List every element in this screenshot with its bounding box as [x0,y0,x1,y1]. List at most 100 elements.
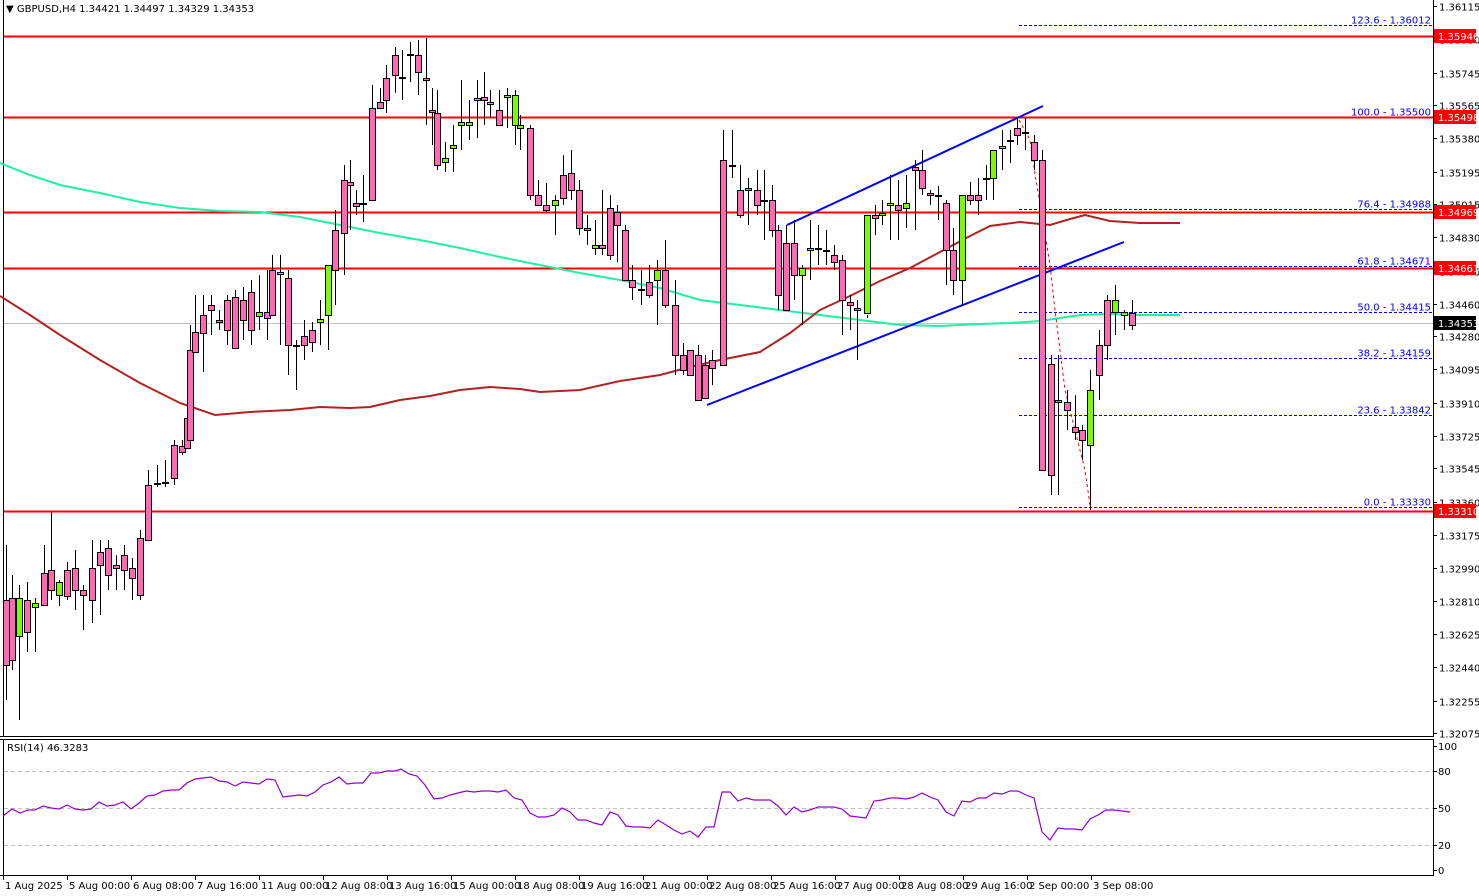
bear-candle-body [429,110,436,113]
candle [80,585,87,630]
bull-candle-body [16,598,23,637]
bull-candle-body [360,203,367,205]
candle [423,38,430,125]
bear-candle-body [80,590,87,596]
candle [799,265,806,325]
fibonacci-retracement[interactable]: 123.6 - 1.36012 100.0 - 1.35500 76.4 - 1.3… [1019,16,1433,509]
main-chart-frame [0,0,1434,737]
candle [783,225,790,311]
bear-candle-body [1096,345,1103,376]
fib-level-label: 23.6 - 1.33842 [1357,406,1431,417]
candle [959,195,966,305]
level-price-tag [1434,205,1476,219]
bull-candle-body [1087,390,1094,446]
fib-level-label: 50.0 - 1.34415 [1357,303,1431,314]
candle [353,190,360,215]
candle [145,470,152,541]
time-tick-label: 3 Sep 08:00 [1093,881,1153,892]
current-price-tag [1434,316,1476,330]
bear-candle-body [72,568,79,591]
candle [48,512,55,600]
bear-candle-body [1129,313,1136,326]
candle [1014,118,1021,145]
time-tick-label: 28 Aug 08:00 [901,881,968,892]
candle [162,460,169,487]
candle [943,200,950,285]
bear-candle-body [179,446,186,453]
candle [614,205,621,262]
price-tick-label: 1.35380 [1439,135,1479,146]
rsi-axis: 100 80 50 20 0 [1433,742,1457,877]
bull-candle-body [325,265,332,316]
rsi-series [2,768,1131,841]
bear-candle-body [105,548,112,576]
bear-candle-body [240,300,247,321]
candle [702,355,709,399]
bear-candle-body [761,200,768,202]
bear-candle-body [269,270,276,316]
candle [504,88,511,128]
candle [1072,395,1079,440]
bear-candle-body [121,555,128,571]
dropdown-triangle-icon[interactable]: ▼ [6,4,14,15]
bear-candle-body [1031,142,1038,161]
price-tick-label: 1.33545 [1439,465,1479,476]
bull-candle-body [638,289,645,291]
bear-candle-body [154,483,161,485]
candle [187,325,194,441]
price-tick-label: 1.34095 [1439,366,1479,377]
bear-candle-body [791,243,798,276]
fib-level-label: 61.8 - 1.34671 [1357,257,1431,268]
bear-candle-body [200,315,207,334]
candle [919,150,926,195]
bull-candle-body [879,213,886,216]
bull-candle-body [1112,300,1119,313]
bear-candle-body [560,175,567,199]
candle [775,225,782,310]
ascending-channel[interactable] [706,105,1125,406]
candle [823,230,830,265]
candle [3,545,10,700]
fib-level-label: 100.0 - 1.35500 [1351,108,1431,119]
bear-candle-body [935,195,942,197]
bear-candle-body [1039,160,1046,471]
candle [1055,355,1062,495]
candle [560,155,567,205]
bull-candle-body [903,203,910,209]
candle [854,300,861,360]
bear-candle-body [309,330,316,343]
bear-candle-body [1055,400,1062,403]
candle [990,150,997,200]
bear-candle-body [1048,364,1055,476]
candle [638,270,645,305]
bear-candle-body [754,190,761,206]
candle [154,465,161,487]
bear-candle-body [434,113,441,166]
candle [680,343,687,375]
candle [729,130,736,178]
candle [599,190,606,255]
bear-candle-body [646,282,653,296]
rsi-tick-label: 0 [1438,866,1444,877]
bear-candle-body [568,173,575,191]
bull-candle-body [277,272,284,275]
bull-candle-body [512,95,519,126]
candle [487,90,494,118]
level-price-tag-label: 1.34661 [1438,264,1479,275]
candle [1129,300,1136,330]
candle [16,585,23,720]
candle [592,220,599,255]
bear-candle-body [983,178,990,180]
candle [935,186,942,220]
candle [807,220,814,280]
price-tick-label: 1.35565 [1439,102,1479,113]
candle [317,300,324,345]
time-tick-label: 18 Aug 08:00 [517,881,584,892]
candle [429,88,436,145]
bear-candle-body [607,208,614,256]
time-tick-label: 22 Aug 08:00 [709,881,776,892]
candle [208,295,215,335]
price-tick-label: 1.33725 [1439,433,1479,444]
support-resistance-lines[interactable] [4,35,1433,513]
